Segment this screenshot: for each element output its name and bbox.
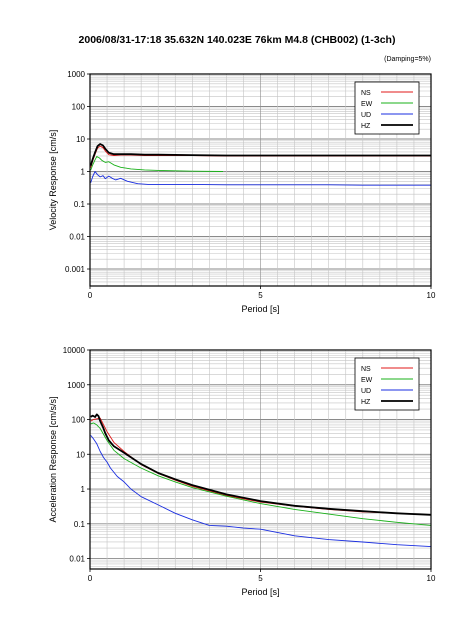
x-tick-label: 10 [427,291,436,300]
series-line-ew [90,156,224,172]
series-line-ud [90,435,432,548]
legend-label-ud: UD [361,388,371,395]
y-tick-label: 0.001 [65,265,86,274]
x-axis-label: Period [s] [241,587,279,597]
x-tick-label: 10 [427,574,436,583]
y-tick-label: 10 [76,135,85,144]
y-tick-label: 0.1 [74,200,86,209]
legend-label-ns: NS [361,366,371,373]
y-tick-label: 1000 [67,70,85,79]
series-line-ud [90,171,431,186]
series-line-hz [89,143,431,167]
y-tick-label: 10000 [63,346,86,355]
y-tick-label: 0.1 [74,520,86,529]
chart-2: 10000 1000 100 10 1 0.1 0.01 0 5 10 Period [s] Acce… [48,346,436,597]
chart-1: 1000 100 10 1 0.1 0.01 0.001 0 5 10 Period [s] Velo… [48,70,436,314]
y-tick-label: 1 [81,168,86,177]
legend-label-hz: HZ [361,123,371,130]
y-tick-label: 10 [76,450,85,459]
series-line-ew [90,422,432,526]
legend-label-hz: HZ [361,399,371,406]
x-tick-label: 0 [88,291,93,300]
y-tick-label: 100 [72,103,86,112]
series-line-hz [90,413,432,516]
y-tick-label: 0.01 [69,233,85,242]
page-title: 2006/08/31-17:18 35.632N 140.023E 76km M… [78,34,396,46]
x-tick-label: 5 [258,574,263,583]
damping-note: (Damping=5%) [384,56,431,63]
x-tick-label: 0 [88,574,93,583]
y-tick-label: 100 [72,416,86,425]
legend: NS EW UD HZ [354,357,420,411]
y-tick-label: 1 [81,485,86,494]
y-tick-label: 1000 [67,381,85,390]
legend-label-ew: EW [361,101,373,108]
x-tick-label: 5 [258,291,263,300]
legend: NS EW UD HZ [354,81,420,135]
legend-label-ud: UD [361,112,371,119]
x-axis-label: Period [s] [241,304,279,314]
y-axis-label: Acceleration Response [cm/s/s] [48,396,58,522]
legend-label-ns: NS [361,90,371,97]
legend-label-ew: EW [361,377,373,384]
y-axis-label: Velocity Response [cm/s] [48,130,58,231]
y-tick-label: 0.01 [69,555,85,564]
